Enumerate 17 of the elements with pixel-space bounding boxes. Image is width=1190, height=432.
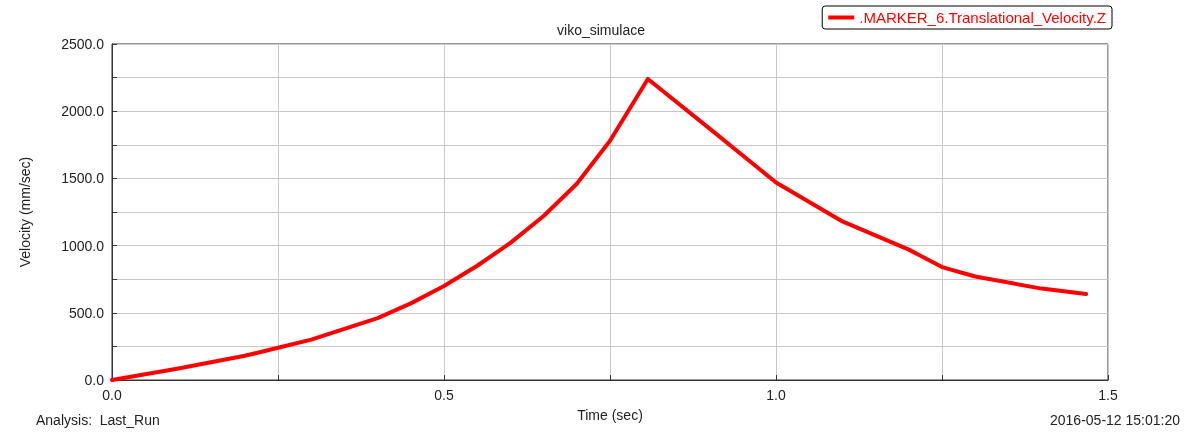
chart-title: viko_simulace [557, 22, 646, 38]
x-tick-label: 0.5 [434, 387, 454, 403]
y-tick-label: 1500.0 [61, 170, 105, 187]
line-series [110, 76, 1089, 382]
y-tick-label: 500.0 [68, 304, 105, 321]
text: Analysis: Last_Run [36, 412, 160, 428]
y-tick-label: 0.0 [84, 372, 105, 388]
x-tick-label: 1.0 [766, 387, 786, 403]
x-tick-label: 0.0 [102, 387, 122, 403]
y-tick-label: 2500.0 [61, 36, 105, 52]
x-tick-label: 1.5 [1098, 387, 1118, 403]
text: 2016-05-12 15:01:20 [1050, 412, 1181, 428]
x-axis-title: Time (sec) [577, 407, 643, 423]
y-axis-title: Velocity (mm/sec) [17, 156, 33, 268]
legend-label: .MARKER_6.Translational_Velocity.Z [859, 9, 1107, 26]
y-tick-label: 2000.0 [61, 103, 105, 120]
y-tick-label: 1000.0 [61, 237, 105, 254]
